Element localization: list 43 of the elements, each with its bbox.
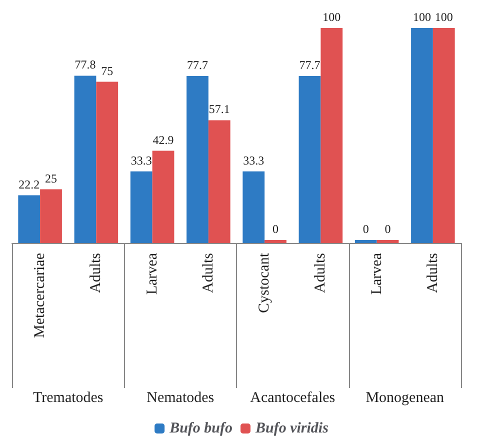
bar (186, 76, 208, 243)
data-label: 100 (412, 10, 431, 24)
text: Trematodes (32, 390, 104, 406)
text: Nematodes (146, 390, 214, 406)
data-label: 77.7 (186, 58, 208, 72)
data-label: 25 (45, 171, 58, 186)
x-tick-label: Adults (312, 252, 329, 294)
bar (74, 76, 96, 243)
bar (130, 171, 152, 243)
bar (152, 150, 174, 243)
x-tick-label: Larvea (368, 252, 385, 295)
text: Monogenean (366, 390, 445, 406)
data-label: 100 (322, 10, 341, 24)
bar (320, 28, 343, 243)
x-tick-label: Metacercariae (32, 252, 48, 338)
bar (96, 82, 118, 243)
data-label: 77.8 (74, 58, 96, 72)
data-label: 42.9 (152, 132, 174, 147)
bar (242, 171, 265, 243)
x-tick-label: Cystocant (256, 252, 273, 313)
x-tick-label: Adults (88, 252, 104, 294)
bar (18, 195, 40, 243)
x-tick-label: Adults (200, 252, 216, 294)
bar (432, 28, 455, 243)
data-label: 100 (434, 10, 453, 24)
bar (208, 120, 230, 243)
bar (298, 76, 321, 243)
data-label: 33.3 (130, 153, 152, 168)
bar (411, 28, 433, 243)
data-label: 0 (362, 222, 369, 236)
x-tick-label: Adults (424, 252, 441, 294)
legend-label: Bufo viridis (254, 420, 329, 436)
x-tick-label: Larvea (144, 252, 160, 295)
data-label: 57.1 (208, 102, 230, 116)
bar (40, 189, 62, 243)
legend-label: Bufo bufo (168, 420, 233, 436)
data-label: 77.7 (299, 58, 320, 72)
data-label: 0 (384, 222, 391, 236)
data-label: 22.2 (18, 177, 40, 192)
data-label: 75 (101, 64, 114, 78)
text: Acantocefales (250, 390, 336, 406)
data-label: 0 (272, 222, 279, 236)
data-label: 33.3 (243, 153, 264, 168)
